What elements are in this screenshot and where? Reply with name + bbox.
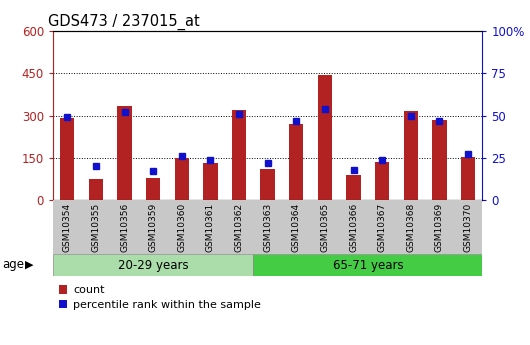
Text: GSM10359: GSM10359 [149, 203, 157, 252]
Bar [89, 179, 103, 200]
Text: GSM10361: GSM10361 [206, 203, 215, 252]
Legend: count, percentile rank within the sample: count, percentile rank within the sample [58, 285, 261, 310]
Text: GSM10362: GSM10362 [235, 203, 243, 252]
Text: GDS473 / 237015_at: GDS473 / 237015_at [48, 14, 199, 30]
Text: 20-29 years: 20-29 years [118, 259, 189, 273]
Bar [261, 169, 275, 200]
Bar [318, 75, 332, 200]
Text: GSM10366: GSM10366 [349, 203, 358, 252]
Bar [53, 254, 253, 276]
Text: GSM10355: GSM10355 [92, 203, 100, 252]
Bar [404, 111, 418, 200]
Text: ▶: ▶ [25, 260, 34, 270]
Text: GSM10365: GSM10365 [321, 203, 329, 252]
Bar [432, 120, 446, 200]
Bar [347, 175, 360, 200]
Bar [289, 124, 303, 200]
Bar [204, 162, 217, 200]
Bar [60, 118, 74, 200]
Bar [461, 157, 475, 200]
Text: GSM10368: GSM10368 [407, 203, 415, 252]
Text: GSM10370: GSM10370 [464, 203, 472, 252]
Bar [146, 178, 160, 200]
Bar [118, 106, 132, 200]
Text: GSM10369: GSM10369 [435, 203, 444, 252]
Bar [375, 162, 389, 200]
Text: GSM10356: GSM10356 [120, 203, 129, 252]
Bar [253, 254, 482, 276]
Text: age: age [3, 258, 25, 271]
Bar [174, 158, 189, 200]
Text: GSM10367: GSM10367 [378, 203, 386, 252]
Text: GSM10364: GSM10364 [292, 203, 301, 252]
Text: GSM10363: GSM10363 [263, 203, 272, 252]
Text: 65-71 years: 65-71 years [332, 259, 403, 273]
Text: GSM10354: GSM10354 [63, 203, 72, 252]
Text: GSM10360: GSM10360 [178, 203, 186, 252]
Bar [232, 110, 246, 200]
